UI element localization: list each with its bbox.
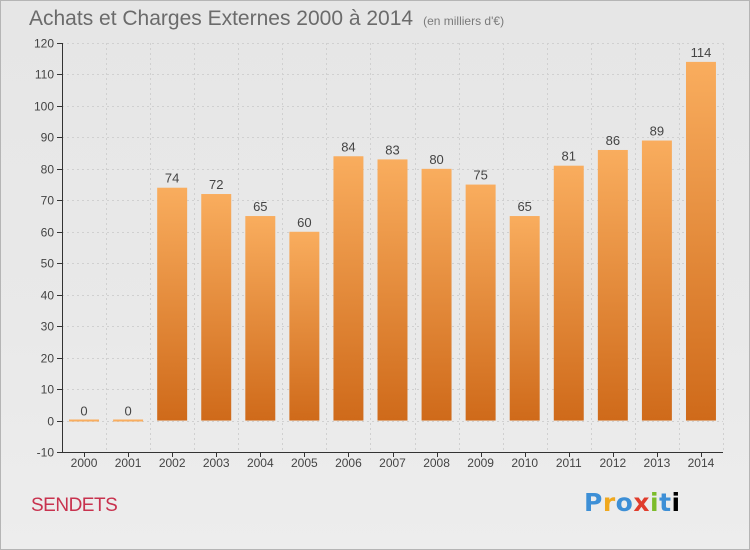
bar — [289, 231, 320, 421]
data-label: 80 — [429, 152, 443, 167]
x-tick-label: 2001 — [115, 456, 142, 470]
bar — [421, 168, 452, 421]
x-tick-label: 2000 — [71, 456, 98, 470]
x-tick-label: 2002 — [159, 456, 186, 470]
x-tick-label: 2009 — [467, 456, 494, 470]
y-tick-label: 30 — [41, 320, 55, 334]
labels: -10 0 10 20 30 40 50 60 70 80 90 100 110 120 0 2000 0 200… — [34, 37, 715, 471]
y-tick-label: 90 — [41, 131, 55, 145]
chart-unit: (en milliers d'€) — [423, 14, 505, 28]
chart-title: Achats et Charges Externes 2000 à 2014 — [29, 7, 414, 30]
x-tick-label: 2007 — [379, 456, 406, 470]
bar — [509, 216, 540, 421]
data-label: 0 — [124, 404, 131, 419]
bar — [685, 61, 716, 421]
data-label: 0 — [80, 404, 87, 419]
y-tick-label: 120 — [34, 37, 54, 51]
data-label: 83 — [385, 142, 399, 157]
bar — [333, 156, 364, 421]
proxiti-logo: Proxiti — [584, 488, 681, 517]
data-label: 89 — [650, 124, 664, 139]
data-label: 75 — [473, 168, 487, 183]
y-tick-label: 60 — [41, 226, 55, 240]
data-label: 65 — [517, 199, 531, 214]
commune-name: SENDETS — [31, 495, 118, 516]
x-tick-label: 2005 — [291, 456, 318, 470]
data-label: 86 — [606, 133, 620, 148]
y-tick-label: 80 — [41, 163, 55, 177]
y-tick-label: -10 — [37, 446, 55, 460]
y-tick-label: 100 — [34, 100, 54, 114]
y-tick-label: 0 — [47, 415, 54, 429]
data-label: 114 — [691, 45, 712, 60]
bar — [201, 194, 232, 421]
x-tick-label: 2006 — [335, 456, 362, 470]
data-label: 74 — [165, 171, 179, 186]
data-label: 60 — [297, 215, 311, 230]
x-tick-label: 2011 — [556, 456, 582, 470]
bar — [377, 159, 408, 421]
bar — [641, 140, 672, 421]
x-tick-label: 2010 — [511, 456, 538, 470]
x-tick-label: 2013 — [644, 456, 671, 470]
x-tick-label: 2012 — [599, 456, 626, 470]
data-label: 72 — [209, 177, 223, 192]
y-tick-label: 40 — [41, 289, 55, 303]
y-tick-label: 110 — [35, 68, 54, 82]
data-label: 65 — [253, 199, 267, 214]
axes — [57, 43, 723, 457]
y-tick-label: 50 — [41, 257, 55, 271]
x-tick-label: 2003 — [203, 456, 230, 470]
bar — [157, 187, 188, 421]
x-tick-label: 2014 — [688, 456, 715, 470]
y-tick-label: 10 — [41, 383, 55, 397]
y-tick-label: 70 — [41, 194, 55, 208]
data-label: 81 — [562, 149, 576, 164]
y-tick-label: 20 — [41, 352, 55, 366]
x-tick-label: 2004 — [247, 456, 274, 470]
bar — [465, 184, 496, 421]
bars — [69, 61, 716, 422]
bar — [597, 149, 628, 421]
bar — [245, 216, 276, 421]
data-label: 84 — [341, 139, 355, 154]
chart-title-block: Achats et Charges Externes 2000 à 2014 (e… — [29, 7, 504, 31]
bar — [553, 165, 584, 421]
x-tick-label: 2008 — [423, 456, 450, 470]
